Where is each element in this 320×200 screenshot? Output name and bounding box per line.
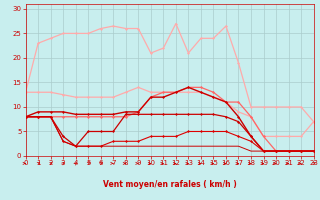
X-axis label: Vent moyen/en rafales ( km/h ): Vent moyen/en rafales ( km/h ) bbox=[103, 180, 236, 189]
